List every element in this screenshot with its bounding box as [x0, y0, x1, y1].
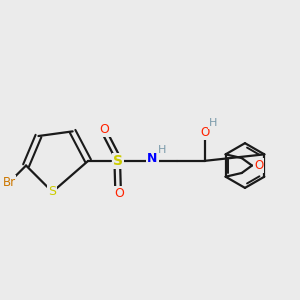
Text: H: H	[209, 118, 218, 128]
Text: S: S	[48, 185, 56, 198]
Text: H: H	[158, 145, 166, 155]
Text: N: N	[147, 152, 158, 165]
Text: S: S	[112, 154, 123, 168]
Text: O: O	[201, 126, 210, 140]
Text: O: O	[254, 159, 263, 172]
Text: Br: Br	[2, 176, 16, 189]
Text: O: O	[100, 123, 110, 136]
Text: O: O	[114, 187, 124, 200]
